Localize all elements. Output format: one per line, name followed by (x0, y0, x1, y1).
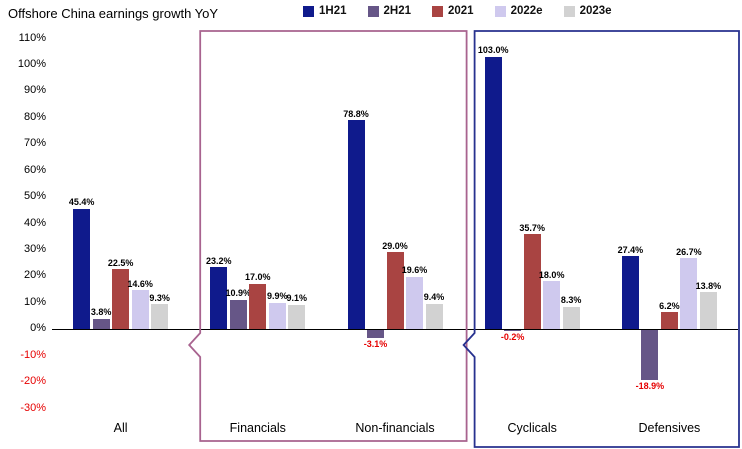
y-axis-label: 10% (23, 295, 46, 308)
bar-value-label: 45.4% (68, 197, 95, 208)
bar (347, 120, 365, 329)
bar-value-label: 19.6% (401, 265, 428, 276)
y-axis-label: 20% (23, 269, 46, 282)
bar-value-label: 17.0% (245, 272, 271, 283)
bar-value-label: 13.8% (695, 280, 722, 291)
bar-value-label: 35.7% (519, 222, 545, 233)
bar-value-label: 29.0% (382, 240, 408, 251)
category-label: Cyclicals (507, 421, 557, 435)
bar-value-label: 78.8% (343, 108, 369, 119)
legend-label: 2023e (579, 5, 612, 17)
legend-item: 1H21 (303, 5, 347, 17)
legend-label: 2022e (510, 5, 543, 17)
legend-item: 2H21 (367, 5, 412, 17)
bar (92, 318, 110, 329)
category-label: Financials (229, 421, 286, 435)
bar (484, 56, 502, 329)
legend-swatch-2022e (494, 5, 506, 17)
bar-value-label: 22.5% (107, 257, 134, 268)
bar-value-label: 23.2% (206, 255, 232, 266)
bar-value-label: 3.8% (90, 307, 112, 318)
zero-axis-line (52, 328, 738, 330)
bar (112, 269, 130, 329)
bar (268, 302, 286, 329)
bar (367, 329, 384, 338)
bar (229, 299, 247, 329)
bar (151, 304, 169, 329)
bar-value-label: 27.4% (617, 244, 644, 255)
legend-label: 2H21 (383, 5, 412, 17)
y-axis-label: -10% (20, 348, 46, 361)
bar-value-label: 8.3% (560, 295, 582, 306)
bar (504, 329, 522, 331)
legend-swatch-2023e (563, 5, 575, 17)
y-axis-label: 70% (23, 137, 46, 150)
bar (406, 276, 423, 329)
y-axis-label: 40% (23, 216, 46, 229)
bar-value-label: 14.6% (127, 278, 153, 289)
y-axis-label: 90% (23, 84, 46, 97)
y-axis-label: 80% (23, 110, 46, 123)
category-label: All (113, 421, 128, 435)
bar (699, 292, 717, 329)
chart-title: Offshore China earnings growth YoY (8, 6, 219, 21)
category-label: Defensives (638, 421, 701, 435)
bar (425, 303, 443, 329)
bar (621, 256, 639, 329)
bar (73, 208, 91, 329)
category-label: Non-financials (355, 421, 435, 435)
legend-swatch-2H21 (367, 5, 379, 17)
bar (641, 329, 659, 380)
bar-value-label: -0.2% (500, 331, 525, 342)
y-axis-label: 30% (23, 242, 46, 255)
y-axis-label: 110% (18, 31, 46, 44)
y-axis-label: 0% (30, 322, 46, 335)
bar-value-label: -18.9% (635, 381, 665, 392)
legend-item: 2023e (563, 5, 612, 17)
bar (386, 252, 404, 329)
bar (562, 306, 580, 329)
bar-value-label: 103.0% (477, 45, 509, 55)
bar-value-label: -3.1% (363, 339, 388, 350)
bar (131, 290, 149, 329)
legend-item: 2022e (494, 5, 543, 17)
legend-label: 2021 (448, 5, 474, 17)
legend-item: 2021 (432, 5, 474, 17)
bar-value-label: 9.1% (286, 293, 308, 304)
bar (288, 304, 306, 329)
y-axis-label: 60% (23, 163, 46, 176)
bar-value-label: 18.0% (538, 269, 565, 280)
bar-value-label: 9.4% (423, 292, 445, 303)
y-axis-label: -20% (20, 375, 46, 388)
bar (680, 258, 698, 329)
legend-label: 1H21 (319, 5, 347, 17)
bar (523, 234, 541, 329)
legend-swatch-2021 (432, 5, 443, 17)
legend: 1H21 2H21 2021 2022e 2023e (303, 5, 612, 17)
bar-value-label: 9.3% (149, 292, 170, 303)
legend-swatch-1H21 (303, 5, 314, 17)
y-axis-label: 100% (17, 57, 46, 70)
bar (660, 312, 678, 329)
y-axis-label: 50% (23, 190, 46, 203)
y-axis-label: -30% (20, 401, 46, 414)
bar-value-label: 26.7% (676, 246, 702, 257)
